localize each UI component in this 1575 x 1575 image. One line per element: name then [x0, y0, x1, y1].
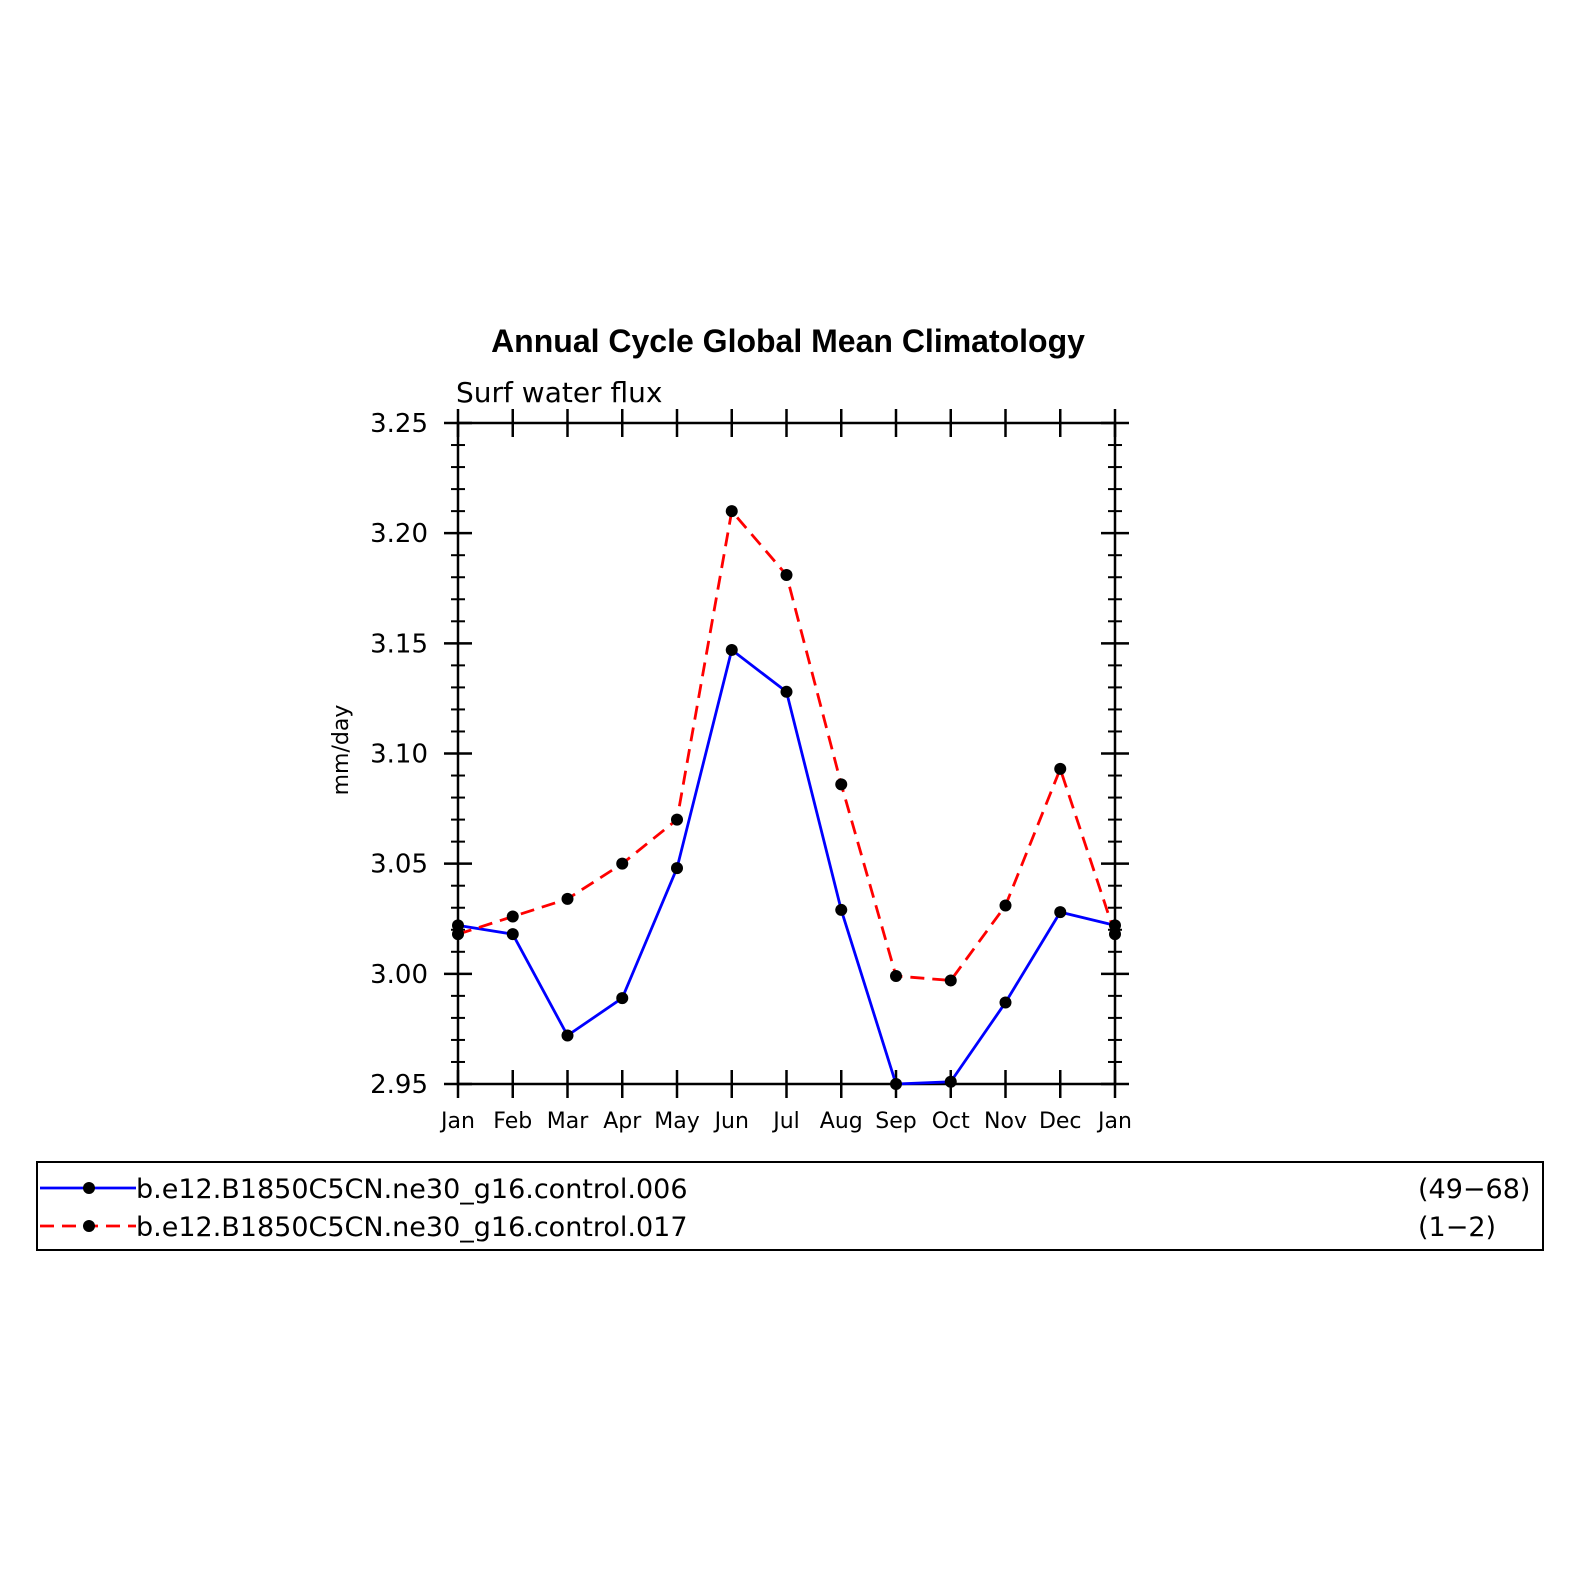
- chart-title: Annual Cycle Global Mean Climatology: [491, 323, 1085, 359]
- data-point-series-1: [944, 1075, 957, 1088]
- x-tick-label: Jun: [713, 1109, 749, 1134]
- legend: b.e12.B1850C5CN.ne30_g16.control.006 (49−…: [40, 1174, 1530, 1243]
- data-point-series-1: [561, 1029, 574, 1042]
- x-tick-label: Feb: [493, 1109, 532, 1134]
- x-tick-label: Oct: [932, 1109, 970, 1134]
- y-tick-label: 2.95: [370, 1070, 428, 1100]
- x-tick-label: Aug: [820, 1109, 863, 1134]
- series-layer: [452, 505, 1121, 1090]
- x-tick-label: Jan: [1096, 1109, 1132, 1134]
- axis-ticks: [444, 409, 1129, 1098]
- data-point-series-1: [1109, 919, 1121, 932]
- series-line-2: [457, 507, 1117, 982]
- data-point-series-2: [835, 778, 848, 791]
- x-tick-label: Jan: [439, 1109, 475, 1134]
- y-tick-label: 3.25: [370, 409, 428, 439]
- data-point-series-1: [452, 919, 464, 932]
- data-point-series-2: [561, 892, 574, 905]
- y-axis-label: mm/day: [329, 705, 354, 796]
- legend-label-2: b.e12.B1850C5CN.ne30_g16.control.017: [136, 1212, 688, 1243]
- legend-label-1: b.e12.B1850C5CN.ne30_g16.control.006: [136, 1174, 688, 1205]
- legend-marker-1: [83, 1182, 95, 1194]
- x-tick-label: Nov: [984, 1109, 1027, 1134]
- data-point-series-1: [1054, 906, 1067, 919]
- legend-box: [36, 1161, 1544, 1251]
- data-point-series-2: [452, 928, 464, 941]
- tick-labels: 2.95 3.00 3.05 3.10 3.15 3.20 3.25 Jan Feb Mar Apr…: [370, 409, 1132, 1134]
- data-point-series-1: [999, 996, 1012, 1009]
- data-point-series-2: [725, 505, 738, 518]
- legend-years-2: (1−2): [1418, 1212, 1496, 1243]
- y-tick-label: 3.10: [370, 740, 428, 770]
- y-tick-label: 3.00: [370, 960, 428, 990]
- x-tick-label: Jul: [771, 1109, 800, 1134]
- data-point-series-1: [890, 1078, 902, 1090]
- data-point-series-2: [944, 974, 957, 987]
- data-point-series-2: [999, 899, 1012, 912]
- data-point-series-2: [780, 569, 793, 582]
- series-line-1: [457, 647, 1116, 1086]
- y-tick-label: 3.20: [370, 519, 428, 549]
- x-tick-label: Apr: [603, 1109, 642, 1134]
- data-point-series-1: [671, 862, 683, 875]
- data-point-series-2: [1109, 928, 1121, 941]
- data-point-series-1: [725, 643, 738, 656]
- data-point-series-2: [616, 857, 629, 870]
- x-tick-label: Mar: [547, 1109, 589, 1134]
- y-tick-label: 3.15: [370, 629, 428, 659]
- x-tick-label: Dec: [1039, 1109, 1082, 1134]
- data-point-series-2: [890, 970, 902, 983]
- chart-subtitle: Surf water flux: [456, 376, 662, 409]
- x-tick-label: Sep: [875, 1109, 916, 1134]
- data-point-series-1: [780, 685, 793, 698]
- data-point-series-1: [506, 928, 519, 941]
- legend-years-1: (49−68): [1418, 1174, 1530, 1205]
- x-tick-label: May: [654, 1109, 699, 1134]
- legend-marker-2: [83, 1220, 95, 1232]
- data-point-series-1: [616, 992, 629, 1005]
- data-point-series-1: [835, 903, 848, 916]
- data-point-series-2: [671, 813, 683, 826]
- y-tick-label: 3.05: [370, 850, 428, 880]
- data-point-series-2: [1054, 762, 1067, 775]
- data-point-series-2: [506, 910, 519, 923]
